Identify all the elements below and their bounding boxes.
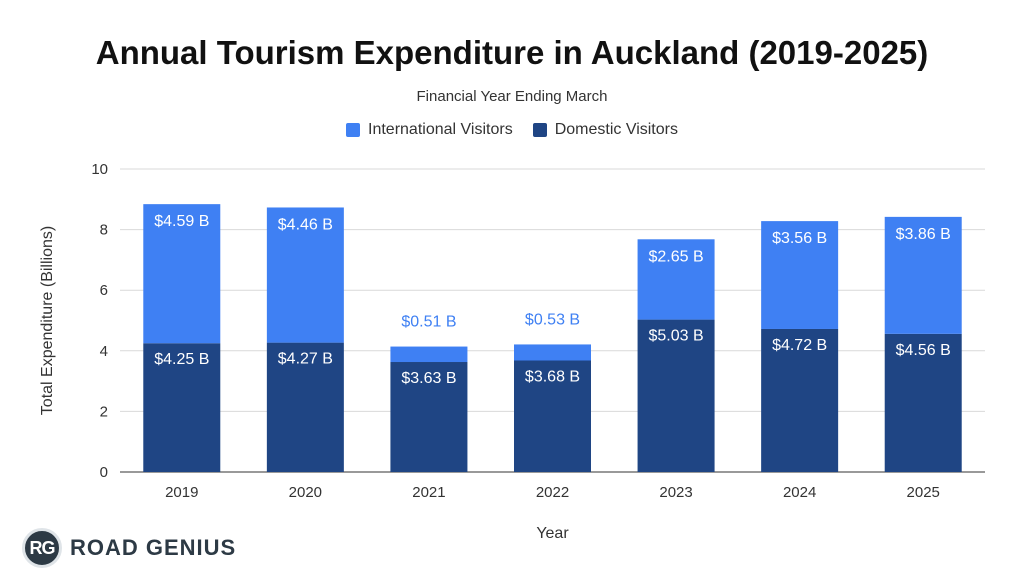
data-label-international: $4.59 B [154, 213, 209, 230]
x-tick-label: 2023 [659, 484, 692, 501]
bar-domestic-2024 [761, 328, 839, 472]
data-label-domestic: $3.63 B [401, 370, 456, 387]
y-tick-label: 10 [91, 161, 108, 178]
brand-logo: RG ROAD GENIUS [22, 528, 236, 568]
legend-swatch-domestic [532, 123, 547, 137]
data-label-international: $3.86 B [896, 226, 951, 243]
legend: International Visitors Domestic Visitors [0, 121, 1024, 139]
data-label-domestic: $4.27 B [278, 351, 333, 368]
x-tick-label: 2021 [412, 484, 445, 501]
y-tick-label: 0 [100, 464, 108, 481]
bar-international-2020 [266, 207, 344, 343]
x-tick-label: 2020 [289, 484, 322, 501]
y-tick-label: 6 [100, 282, 108, 299]
x-tick-label: 2019 [165, 484, 198, 501]
data-label-domestic: $4.72 B [772, 337, 827, 354]
legend-swatch-international [346, 123, 361, 137]
logo-text: ROAD GENIUS [70, 535, 237, 560]
data-label-domestic: $4.25 B [154, 351, 209, 368]
x-tick-label: 2022 [536, 484, 569, 501]
bar-domestic-2022 [514, 360, 591, 472]
x-tick-label: 2024 [783, 484, 816, 501]
x-axis-title: Year [536, 525, 569, 542]
data-label-domestic: $5.03 B [648, 328, 703, 345]
data-label-international: $0.51 B [401, 314, 456, 331]
chart-title: Annual Tourism Expenditure in Auckland (… [95, 34, 929, 71]
data-label-domestic: $3.68 B [525, 368, 580, 385]
bar-international-2023 [637, 239, 715, 320]
data-label-international: $4.46 B [278, 216, 333, 233]
data-label-international: $0.53 B [525, 311, 580, 328]
legend-item-international: International Visitors [346, 121, 513, 139]
data-label-international: $2.65 B [648, 248, 703, 265]
y-axis-title: Total Expenditure (Billions) [39, 226, 56, 415]
y-tick-label: 4 [100, 343, 108, 360]
legend-label-domestic: Domestic Visitors [554, 121, 678, 138]
bar-domestic-2020 [266, 342, 344, 472]
y-tick-label: 2 [100, 403, 108, 420]
logo-badge: RG [22, 528, 62, 568]
bar-domestic-2019 [143, 343, 221, 472]
bar-international-2024 [761, 221, 839, 329]
bar-domestic-2025 [884, 333, 962, 472]
bar-international-2022 [514, 344, 591, 361]
bar-international-2021 [390, 346, 468, 363]
bar-domestic-2021 [390, 362, 468, 472]
data-label-international: $3.56 B [772, 230, 827, 247]
bar-international-2019 [143, 204, 221, 344]
legend-label-international: International Visitors [368, 121, 513, 138]
chart-subtitle: Financial Year Ending March [416, 88, 608, 105]
y-tick-label: 8 [100, 222, 108, 239]
bar-international-2025 [884, 216, 962, 334]
data-label-domestic: $4.56 B [896, 342, 951, 359]
x-tick-label: 2025 [907, 484, 940, 501]
legend-item-domestic: Domestic Visitors [532, 121, 678, 139]
bar-domestic-2023 [637, 319, 715, 472]
